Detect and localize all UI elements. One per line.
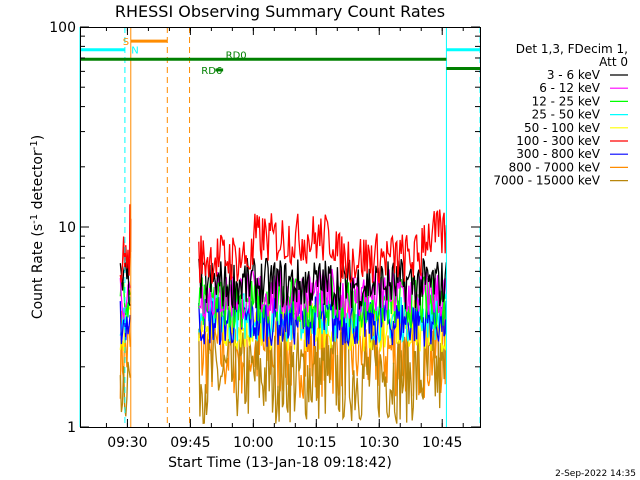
legend-label-1: 6 - 12 keV	[539, 81, 601, 95]
y-tick-label-2: 100	[49, 20, 76, 36]
annotation-3: RD6	[201, 66, 222, 77]
x-tick-label-2: 10:00	[233, 435, 273, 451]
x-axis-ticks: 09:30 09:45 10:00 10:15 10:30 10:45	[105, 27, 464, 451]
x-tick-label-0: 09:30	[107, 435, 147, 451]
legend-header-1: Det 1,3, FDecim 1,	[516, 42, 628, 56]
x-tick-label-3: 10:15	[296, 435, 336, 451]
legend-label-3: 25 - 50 keV	[532, 108, 601, 122]
annotation-2: RD0	[226, 51, 247, 62]
series-line-5	[119, 209, 447, 284]
y-label-sup-2: -1	[29, 140, 40, 150]
y-tick-label-0: 1	[67, 420, 76, 436]
legend-header-2: Att 0	[599, 55, 628, 69]
y-label-part-2: detector	[30, 150, 46, 214]
legend-label-0: 3 - 6 keV	[547, 68, 601, 82]
legend-label-7: 800 - 7000 keV	[509, 160, 601, 174]
y-axis-ticks: 1 10 100	[49, 20, 480, 436]
annotations: SN RD0 RD6	[123, 37, 247, 77]
y-label-sup-1: -1	[29, 214, 40, 224]
legend-label-4: 50 - 100 keV	[524, 121, 601, 135]
y-label-part-3: )	[30, 135, 46, 140]
x-axis-label: Start Time (13-Jan-18 09:18:42)	[168, 455, 392, 471]
legend-label-8: 7000 - 15000 keV	[493, 174, 600, 188]
x-tick-label-1: 09:45	[170, 435, 210, 451]
y-axis-label: Count Rate (s-1 detector-1)	[29, 135, 46, 319]
y-label-part-1: Count Rate (s	[30, 224, 46, 319]
y-tick-label-1: 10	[58, 220, 76, 236]
chart-title: RHESSI Observing Summary Count Rates	[115, 2, 445, 21]
legend-label-2: 12 - 25 keV	[532, 94, 601, 108]
footer-date: 2-Sep-2022 14:35	[555, 469, 636, 479]
legend-label-6: 300 - 800 keV	[516, 147, 600, 161]
data-layer	[119, 204, 447, 425]
annotation-1: N	[131, 46, 138, 57]
annotation-0: S	[123, 37, 129, 48]
x-tick-label-4: 10:30	[359, 435, 399, 451]
legend-label-5: 100 - 300 keV	[516, 134, 600, 148]
x-tick-label-5: 10:45	[422, 435, 462, 451]
